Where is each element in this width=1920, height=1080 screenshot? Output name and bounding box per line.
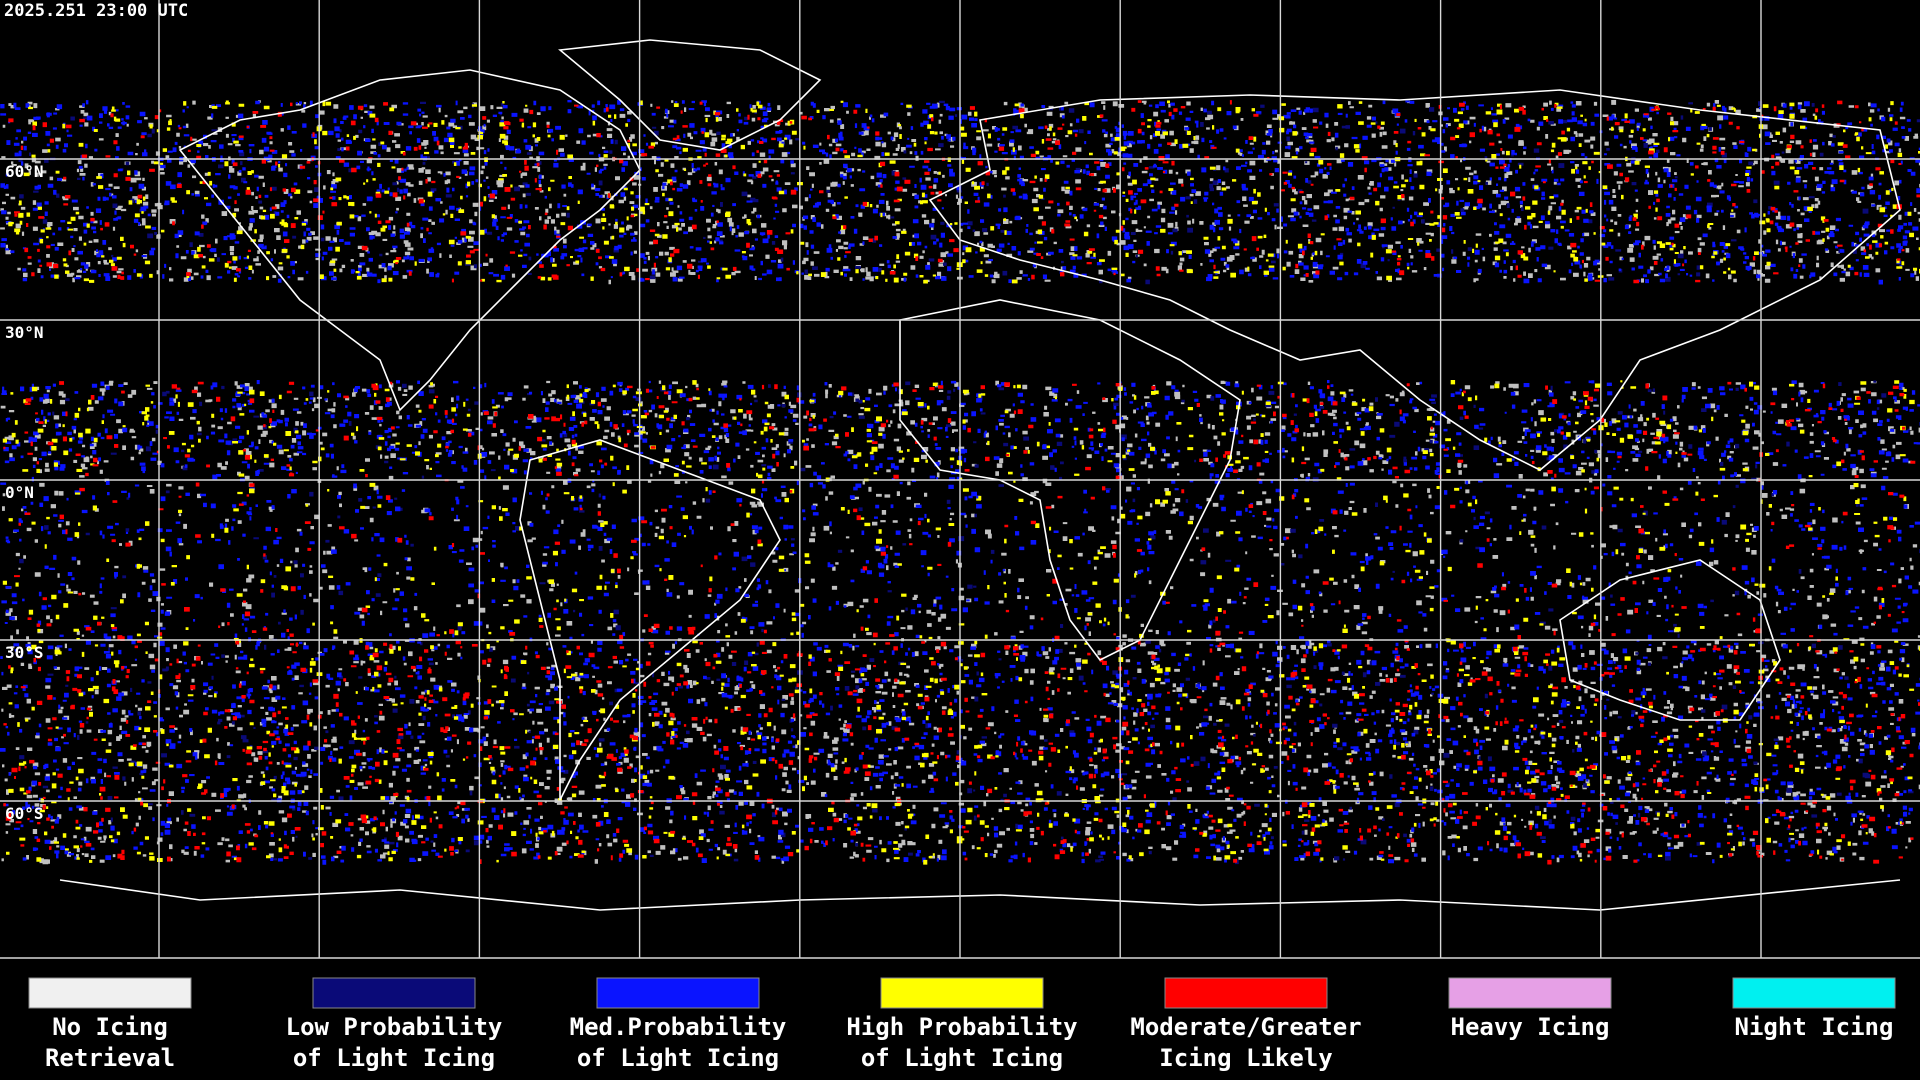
latitude-label: 60°N: [5, 162, 44, 181]
legend-label: Retrieval: [45, 1044, 175, 1072]
eurasia: [928, 89, 1901, 471]
antarctica: [59, 879, 1901, 911]
legend-label: Night Icing: [1735, 1013, 1894, 1041]
legend-label: High Probability: [846, 1013, 1077, 1041]
latitude-label: 60°S: [5, 804, 44, 823]
greenland: [558, 39, 822, 151]
north-america: [178, 69, 641, 412]
legend-label: Heavy Icing: [1451, 1013, 1610, 1041]
legend-swatch: [1164, 977, 1328, 1009]
latitude-label: 0°N: [5, 483, 34, 502]
timestamp: 2025.251 23:00 UTC: [4, 1, 188, 21]
coastlines: [59, 39, 1901, 911]
latitude-labels: 60°N 30°N 0°N 30°S 60°S: [5, 162, 44, 823]
legend-label: Low Probability: [286, 1013, 503, 1041]
icing-speckles: [0, 100, 1920, 865]
latitude-label: 30°S: [5, 643, 44, 662]
legend-label: Med.Probability: [570, 1013, 787, 1041]
latitude-label: 30°N: [5, 323, 44, 342]
graticule: [0, 0, 1920, 958]
legend-label: No Icing: [52, 1013, 168, 1041]
legend-swatch: [1448, 977, 1612, 1009]
legend-swatch: [596, 977, 760, 1009]
legend-label: Icing Likely: [1159, 1044, 1332, 1072]
legend-swatch: [28, 977, 192, 1009]
legend-label: of Light Icing: [861, 1044, 1063, 1072]
legend-swatch: [880, 977, 1044, 1009]
legend-label: of Light Icing: [577, 1044, 779, 1072]
legend-swatch: [1732, 977, 1896, 1009]
australia: [1559, 559, 1781, 721]
legend-label: of Light Icing: [293, 1044, 495, 1072]
legend: No Icing Retrieval Low Probability of Light…: [28, 977, 1896, 1072]
legend-label: Moderate/Greater: [1130, 1013, 1361, 1041]
legend-swatch: [312, 977, 476, 1009]
